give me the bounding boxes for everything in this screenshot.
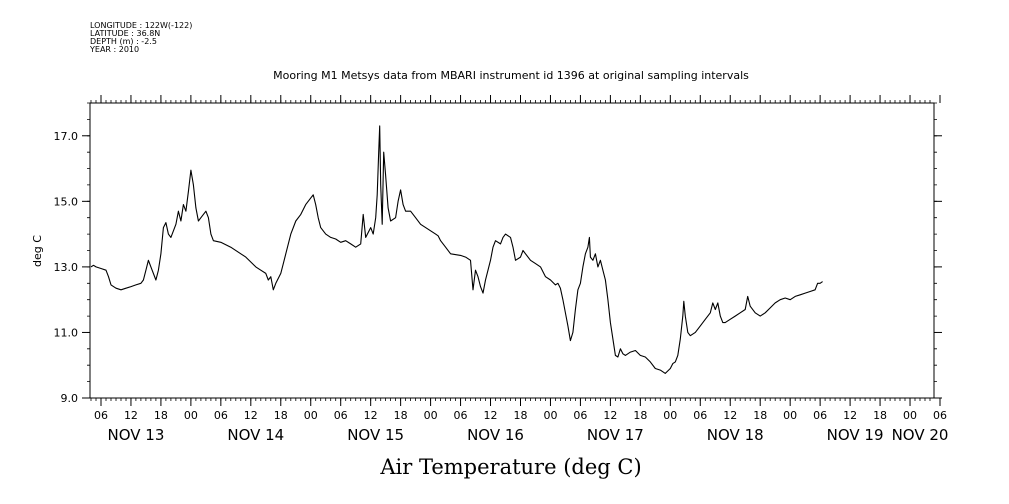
x-axis: 06 12 18 00 06 12 18 00 06 12 18 00 06 12 18 00 06 12 18 00… [94,95,948,444]
y-axis: 9.0 11.0 13.0 15.0 17.0 [54,130,942,405]
x-tick-label: 00 [783,409,797,422]
x-tick-label: 12 [484,409,498,422]
x-tick-label: 06 [214,409,228,422]
y-tick-label: 15.0 [54,195,79,208]
variable-label: Air Temperature (deg C) [379,455,641,479]
x-tick-label: 12 [603,409,617,422]
x-tick-label: 06 [454,409,468,422]
x-tick-label: 06 [693,409,707,422]
x-tick-label: 00 [184,409,198,422]
series-line [90,125,823,374]
x-day-label: NOV 20 [892,426,949,444]
y-tick-label: 9.0 [61,392,79,405]
x-tick-label: 00 [903,409,917,422]
year-text: YEAR : 2010 [90,45,140,54]
x-tick-label: 06 [94,409,108,422]
x-tick-label: 18 [274,409,288,422]
x-tick-label: 12 [124,409,138,422]
y-tick-label: 13.0 [54,261,79,274]
x-tick-label: 12 [244,409,258,422]
depth-text: DEPTH (m) : -2.5 [90,37,157,46]
x-tick-label: 12 [364,409,378,422]
y-tick-label: 17.0 [54,130,79,143]
y-axis-label: deg C [31,235,44,267]
x-tick-label: 18 [873,409,887,422]
chart-title: Mooring M1 Metsys data from MBARI instru… [273,69,749,82]
minor-ticks [87,100,937,401]
x-day-label: NOV 16 [467,426,524,444]
x-tick-label: 06 [573,409,587,422]
latitude-text: LATITUDE : 36.8N [90,29,161,38]
x-tick-label: 06 [933,409,947,422]
plot-frame [89,102,935,399]
x-day-label: NOV 15 [347,426,404,444]
x-tick-label: 12 [723,409,737,422]
x-tick-label: 18 [753,409,767,422]
x-tick-label: 18 [154,409,168,422]
minor-tick-marks [87,100,937,401]
x-day-label: NOV 19 [827,426,884,444]
x-day-label: NOV 17 [587,426,644,444]
x-tick-label: 18 [633,409,647,422]
x-tick-label: 12 [843,409,857,422]
x-day-label: NOV 13 [108,426,165,444]
y-tick-label: 11.0 [54,326,79,339]
x-tick-label: 00 [304,409,318,422]
x-tick-label: 00 [543,409,557,422]
x-tick-label: 18 [513,409,527,422]
x-tick-label: 06 [813,409,827,422]
x-day-label: NOV 14 [227,426,284,444]
x-tick-label: 00 [424,409,438,422]
x-tick-label: 00 [663,409,677,422]
x-day-label: NOV 18 [707,426,764,444]
series-layer [90,125,823,374]
x-tick-label: 06 [334,409,348,422]
longitude-text: LONGITUDE : 122W(-122) [90,21,193,30]
x-tick-label: 18 [394,409,408,422]
